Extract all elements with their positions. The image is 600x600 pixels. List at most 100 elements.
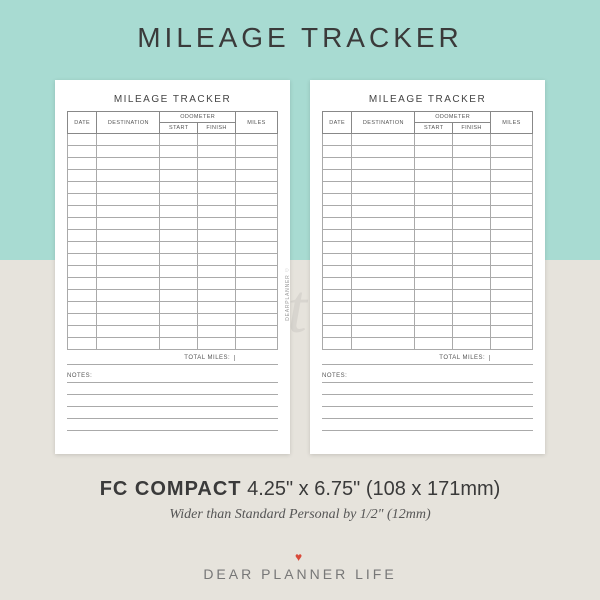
table-cell <box>323 218 352 230</box>
notes-block: NOTES: <box>322 373 533 431</box>
table-cell <box>352 302 415 314</box>
table-cell <box>97 254 160 266</box>
table-row <box>323 314 533 326</box>
table-cell <box>490 266 532 278</box>
table-cell <box>160 182 198 194</box>
col-finish: FINISH <box>453 123 491 134</box>
table-row <box>68 338 278 350</box>
table-cell <box>97 242 160 254</box>
tracker-page-left: MILEAGE TRACKERDATEDESTINATIONODOMETERMI… <box>55 80 290 454</box>
table-cell <box>490 314 532 326</box>
pages-container: MILEAGE TRACKERDATEDESTINATIONODOMETERMI… <box>0 80 600 454</box>
table-cell <box>352 146 415 158</box>
table-cell <box>415 242 453 254</box>
table-cell <box>97 218 160 230</box>
table-row <box>323 278 533 290</box>
table-cell <box>160 158 198 170</box>
table-cell <box>160 278 198 290</box>
table-row <box>68 326 278 338</box>
table-cell <box>453 254 491 266</box>
table-cell <box>453 302 491 314</box>
table-row <box>323 266 533 278</box>
table-cell <box>490 302 532 314</box>
table-cell <box>68 134 97 146</box>
table-cell <box>68 146 97 158</box>
table-cell <box>453 182 491 194</box>
table-cell <box>323 326 352 338</box>
table-cell <box>68 230 97 242</box>
table-cell <box>453 230 491 242</box>
table-cell <box>198 170 236 182</box>
table-cell <box>198 146 236 158</box>
table-cell <box>68 290 97 302</box>
table-cell <box>198 218 236 230</box>
table-cell <box>453 290 491 302</box>
table-cell <box>415 134 453 146</box>
table-cell <box>160 170 198 182</box>
table-row <box>68 146 278 158</box>
table-row <box>323 254 533 266</box>
table-cell <box>97 206 160 218</box>
table-cell <box>68 158 97 170</box>
table-cell <box>323 278 352 290</box>
table-cell <box>352 326 415 338</box>
table-row <box>323 182 533 194</box>
table-cell <box>198 134 236 146</box>
table-cell <box>415 158 453 170</box>
table-row <box>68 134 278 146</box>
table-cell <box>97 302 160 314</box>
table-cell <box>160 338 198 350</box>
table-cell <box>352 266 415 278</box>
table-cell <box>352 134 415 146</box>
table-cell <box>68 314 97 326</box>
table-cell <box>323 158 352 170</box>
total-label: TOTAL MILES: <box>67 355 234 361</box>
table-row <box>68 290 278 302</box>
table-cell <box>490 242 532 254</box>
table-cell <box>415 314 453 326</box>
table-cell <box>490 206 532 218</box>
table-cell <box>68 242 97 254</box>
table-row <box>68 194 278 206</box>
table-cell <box>453 206 491 218</box>
col-date: DATE <box>323 112 352 134</box>
table-cell <box>490 278 532 290</box>
table-cell <box>453 194 491 206</box>
table-cell <box>352 230 415 242</box>
table-cell <box>198 314 236 326</box>
table-row <box>323 326 533 338</box>
table-row <box>323 218 533 230</box>
table-cell <box>235 278 277 290</box>
table-cell <box>415 326 453 338</box>
table-cell <box>352 218 415 230</box>
table-row <box>68 158 278 170</box>
table-cell <box>235 170 277 182</box>
table-cell <box>160 242 198 254</box>
table-cell <box>198 326 236 338</box>
total-value <box>234 355 276 361</box>
table-cell <box>235 230 277 242</box>
table-cell <box>415 218 453 230</box>
total-row: TOTAL MILES: <box>67 352 278 365</box>
table-cell <box>235 146 277 158</box>
table-row <box>323 302 533 314</box>
size-dimensions: 4.25" x 6.75" (108 x 171mm) <box>247 478 500 500</box>
table-cell <box>160 218 198 230</box>
notes-block: NOTES: <box>67 373 278 431</box>
table-cell <box>97 194 160 206</box>
table-cell <box>160 326 198 338</box>
table-cell <box>68 194 97 206</box>
side-brand-text: DEARPLANNER ♡ <box>285 267 291 321</box>
table-cell <box>235 206 277 218</box>
table-cell <box>453 326 491 338</box>
table-cell <box>490 230 532 242</box>
table-cell <box>97 230 160 242</box>
table-cell <box>97 182 160 194</box>
table-cell <box>453 278 491 290</box>
table-row <box>68 170 278 182</box>
table-row <box>323 290 533 302</box>
col-finish: FINISH <box>198 123 236 134</box>
table-cell <box>323 206 352 218</box>
table-cell <box>97 338 160 350</box>
table-cell <box>97 146 160 158</box>
